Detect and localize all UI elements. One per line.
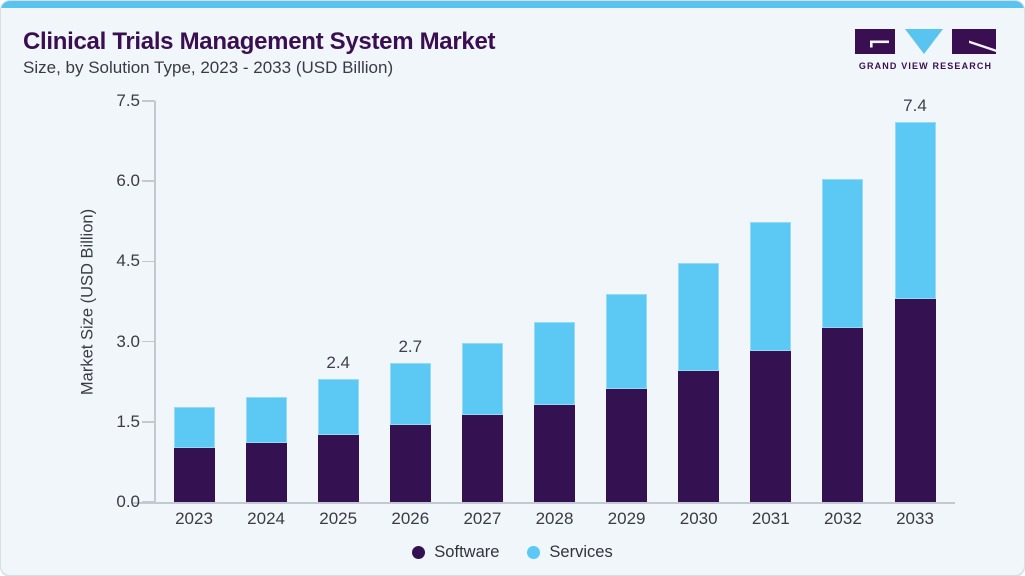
x-tick-label: 2023 [175,509,213,528]
x-tick-label: 2031 [751,509,790,528]
x-tick-label: 2025 [319,509,358,528]
bar-segment-software [894,299,936,502]
bar-segment-software [534,404,575,502]
bar-segment-software [822,327,864,502]
x-tick-label: 2029 [607,509,646,528]
logo-g-icon [855,29,895,54]
bar-segment-services [461,342,503,415]
y-tick-label: 6.0 [116,171,140,191]
page-subtitle: Size, by Solution Type, 2023 - 2033 (USD… [23,58,394,77]
y-tick-mark [142,180,155,182]
bar-segment-services [606,294,648,390]
legend-item-software: Software [412,543,499,562]
logo-gvr-blocks [855,29,996,54]
services-legend-dot-icon [527,546,541,559]
x-tick-label: 2033 [896,509,934,528]
legend-label: Software [434,543,500,561]
y-axis-line [154,101,156,503]
bar-segment-software [678,371,720,502]
x-axis-line [132,502,955,504]
bar-value-label: 7.4 [903,96,927,116]
top-accent-bar [1,1,1024,8]
logo-v-icon [904,29,943,54]
y-tick-mark [142,421,155,423]
y-tick-label: 3.0 [116,331,140,351]
y-tick-mark [142,501,155,503]
x-tick-label: 2024 [247,509,286,528]
bar-segment-software [317,435,359,502]
bar-segment-services [750,222,792,351]
y-tick-mark [142,340,155,343]
x-tick-label: 2026 [391,509,430,528]
y-tick-label: 4.5 [116,251,140,271]
legend-item-services: Services [527,543,613,562]
bar-segment-software [750,350,792,502]
y-tick-mark [142,260,155,263]
y-axis-title: Market Size (USD Billion) [78,208,97,396]
y-tick-label: 0.0 [116,492,140,511]
bar-segment-services [822,178,864,328]
bar-value-label: 2.4 [326,352,351,372]
page-title: Clinical Trials Management System Market [23,28,496,55]
bar-segment-software [173,448,215,502]
logo-wordmark: GRAND VIEW RESEARCH [858,61,993,71]
x-tick-label: 2030 [679,509,718,528]
bar-segment-software [606,389,648,502]
y-tick-label: 7.5 [116,91,140,110]
y-tick-label: 1.5 [116,411,140,431]
bar-segment-services [245,396,287,443]
x-tick-label: 2027 [463,509,502,528]
bar-segment-services [389,363,431,426]
grand-view-research-logo: GRAND VIEW RESEARCH [855,29,996,71]
bar-segment-services [317,378,359,436]
x-tick-label: 2032 [823,509,862,528]
bar-segment-services [894,122,936,300]
x-tick-label: 2028 [535,509,574,528]
bar-segment-software [461,414,503,502]
logo-r-icon [952,29,996,54]
bar-segment-software [245,443,287,502]
bar-value-label: 2.7 [398,337,423,357]
bar-segment-software [389,425,431,502]
legend-label: Services [549,543,613,561]
y-tick-mark [142,100,155,102]
bar-segment-services [534,322,575,405]
bar-segment-services [678,263,720,372]
chart-legend: Software Services [1,543,1024,562]
software-legend-dot-icon [412,546,426,559]
bar-segment-services [173,407,215,449]
